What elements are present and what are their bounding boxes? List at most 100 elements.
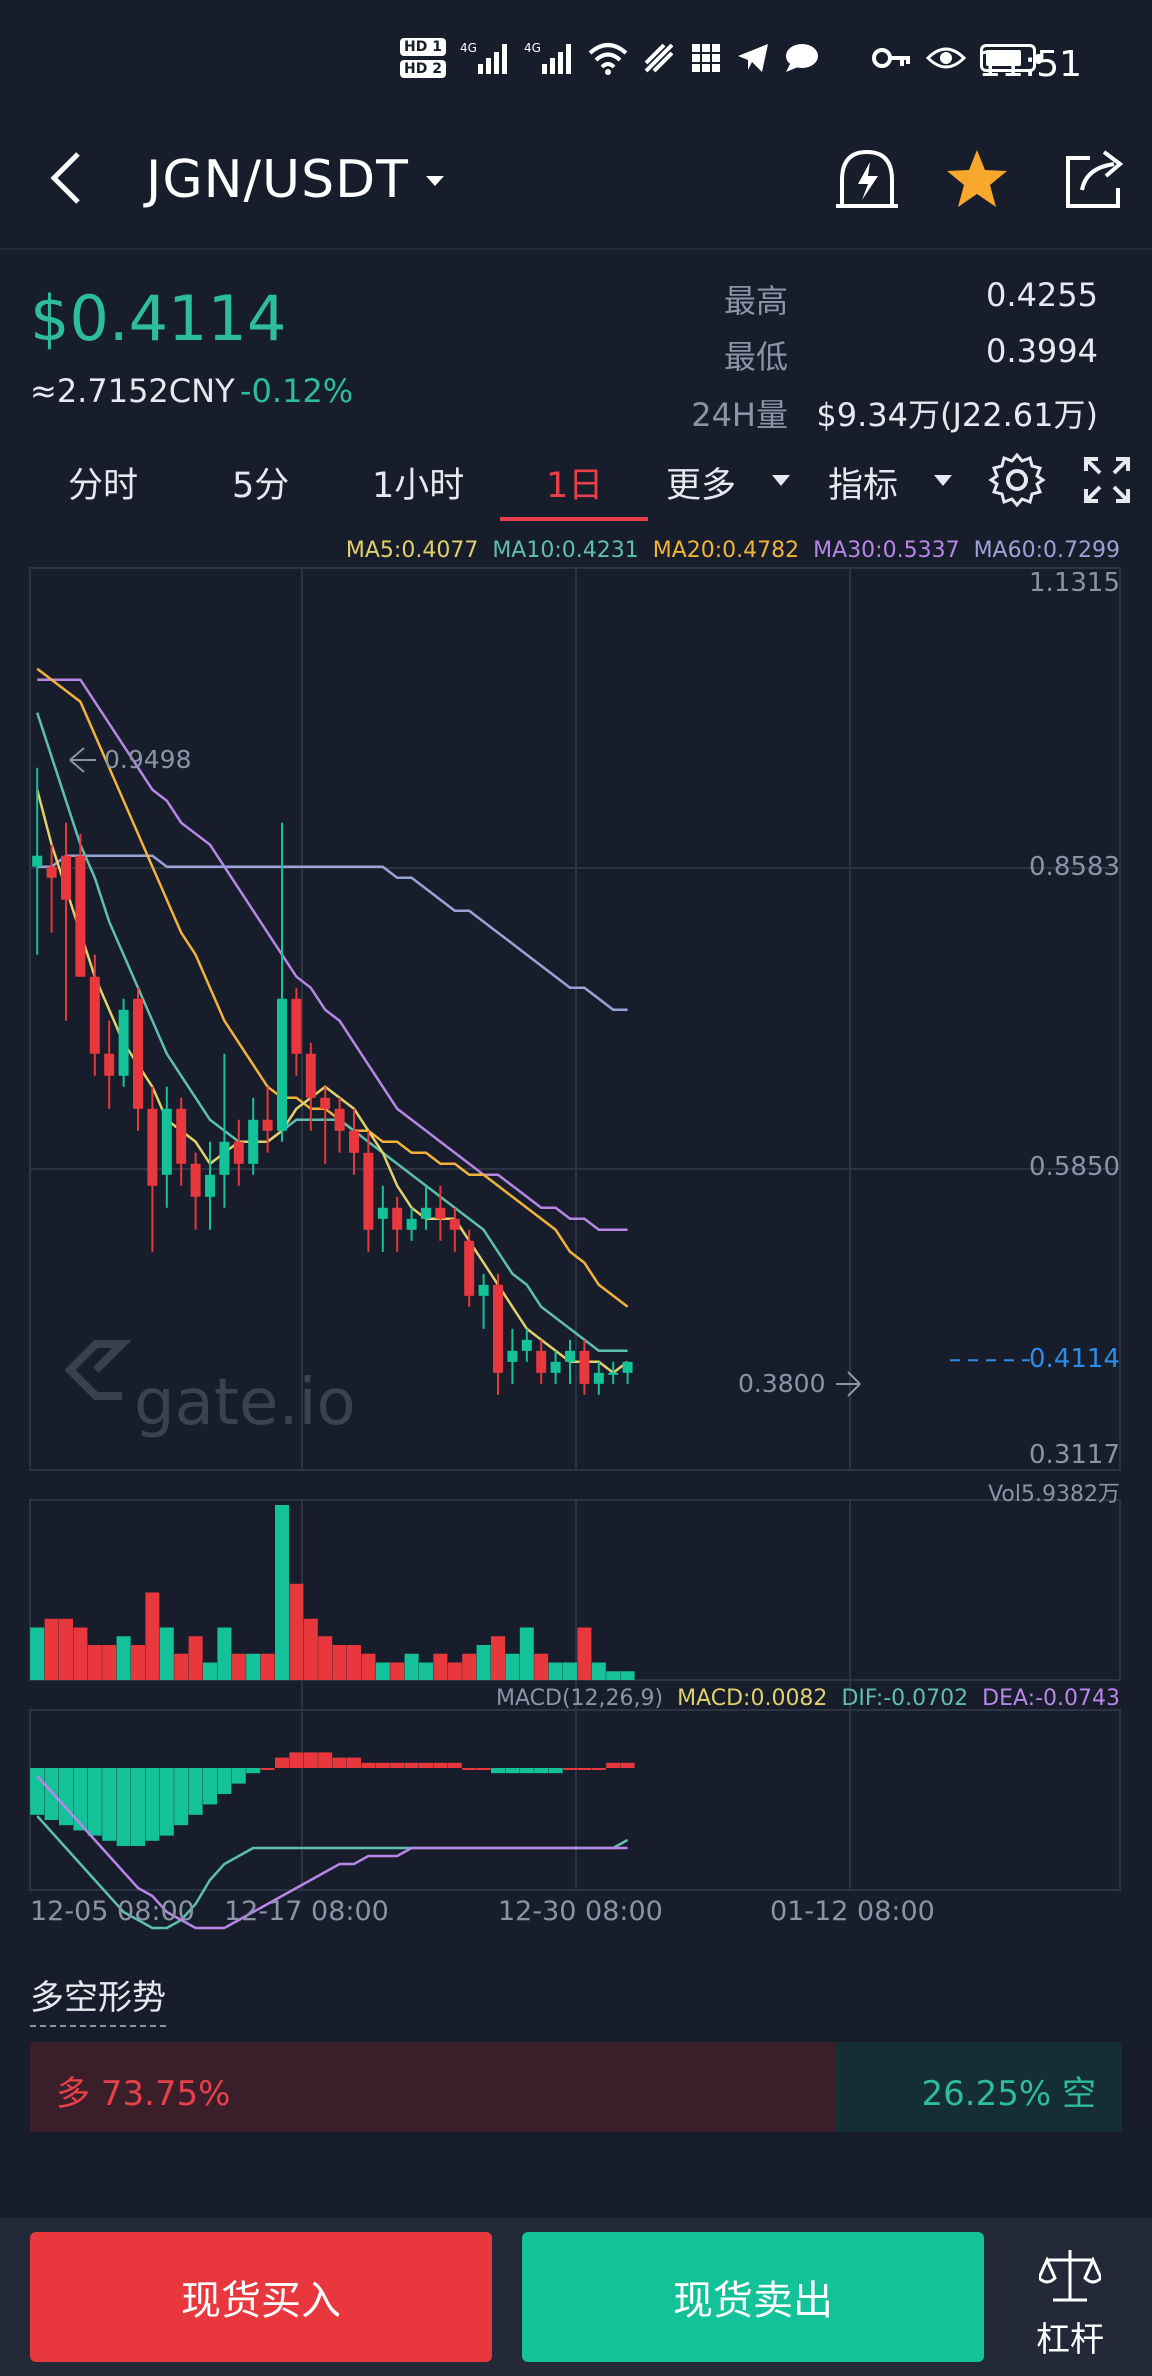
status-bar: HD 1 HD 2 4G 4G — [0, 0, 1152, 130]
macd-bar — [390, 1762, 405, 1768]
candle-body — [32, 855, 43, 867]
indicators-caret-icon[interactable] — [934, 475, 952, 486]
spot-sell-button[interactable]: 现货卖出 — [522, 2232, 984, 2362]
high-value: 0.4255 — [986, 276, 1098, 314]
kline-chart[interactable]: gate.io 0.9498 0.3800 — [0, 560, 1152, 1940]
price-change: -0.12% — [240, 372, 354, 410]
candle-body — [550, 1361, 561, 1373]
ma20-label: MA20:0.4782 — [652, 538, 800, 563]
volume-bar — [390, 1662, 405, 1680]
candle-body — [464, 1240, 475, 1296]
eye-icon — [925, 47, 966, 69]
telegram-icon — [737, 44, 768, 72]
candle-body — [89, 976, 100, 1054]
macd-frame — [29, 1709, 1121, 1891]
cny-price: ≈2.7152CNY — [30, 372, 235, 410]
price-axis-2: 0.8583 — [1029, 852, 1120, 882]
volume-bar — [318, 1636, 333, 1680]
volume-bar — [519, 1627, 534, 1680]
volume-bar — [260, 1653, 275, 1680]
settings-gear-icon[interactable] — [988, 451, 1046, 509]
favorite-star-icon[interactable] — [944, 146, 1010, 212]
candle-body — [507, 1350, 518, 1362]
macd-legend: MACD(12,26,9) MACD:0.0082 DIF:-0.0702 DE… — [496, 1686, 1120, 1711]
candle-body — [190, 1163, 201, 1197]
caret-down-icon[interactable] — [424, 170, 446, 192]
ma60-line — [37, 854, 628, 1012]
tab-indicators[interactable]: 指标 — [828, 466, 899, 506]
candle-body — [608, 1372, 619, 1375]
leverage-button[interactable]: 杠杆 — [1010, 2244, 1130, 2364]
macd-bar — [231, 1768, 246, 1784]
volume-bar — [217, 1627, 232, 1680]
volume-24h-value: $9.34万(J22.61万) — [816, 396, 1098, 434]
more-caret-icon[interactable] — [772, 475, 790, 486]
svg-text:0.9498: 0.9498 — [104, 745, 191, 774]
signal-icon-2: 4G — [524, 41, 571, 74]
ma10-label: MA10:0.4231 — [492, 538, 639, 563]
price-alert-icon[interactable] — [832, 144, 902, 214]
candle-body — [277, 998, 287, 1131]
price-axis-bottom: 0.3117 — [1029, 1440, 1120, 1470]
candle-body — [334, 1108, 345, 1131]
volume-bar — [289, 1583, 304, 1680]
ma30-line — [37, 678, 628, 1232]
fullscreen-icon[interactable] — [1082, 455, 1132, 505]
svg-text:4G: 4G — [524, 41, 541, 55]
macd-bar — [462, 1768, 477, 1770]
max-marker: 0.9498 — [69, 745, 191, 774]
candle-body — [406, 1218, 417, 1230]
candle-body — [377, 1207, 388, 1219]
macd-bar — [102, 1768, 117, 1841]
candle-body — [219, 1141, 230, 1175]
price-axis-3: 0.5850 — [1029, 1152, 1120, 1182]
tab-timeline[interactable]: 分时 — [68, 466, 139, 506]
macd-histogram — [30, 1752, 635, 1846]
volume-bar — [606, 1671, 621, 1680]
leverage-label: 杠杆 — [1036, 2320, 1104, 2360]
volume-bar — [361, 1653, 376, 1680]
volume-bar — [145, 1592, 160, 1680]
tab-more[interactable]: 更多 — [666, 466, 737, 506]
tab-5min[interactable]: 5分 — [232, 466, 290, 506]
ma5-label: MA5:0.4077 — [345, 538, 479, 563]
candle-body — [133, 998, 143, 1109]
candle-body — [435, 1207, 446, 1219]
volume-bar — [591, 1662, 606, 1680]
candle-body — [305, 1053, 316, 1098]
pair-title[interactable]: JGN/USDT — [146, 150, 409, 210]
candle-body — [579, 1350, 590, 1384]
volume-bar — [404, 1653, 419, 1680]
volume-bar — [462, 1653, 477, 1680]
tab-1hour[interactable]: 1小时 — [372, 466, 465, 506]
candle-body — [478, 1284, 489, 1296]
ma10-line — [36, 712, 628, 1353]
candle-body — [536, 1350, 547, 1373]
share-icon[interactable] — [1060, 144, 1130, 214]
status-time: 11:51 — [978, 44, 1082, 85]
tab-1day[interactable]: 1日 — [546, 466, 604, 506]
back-icon[interactable] — [40, 148, 100, 208]
macd-title: MACD(12,26,9) — [496, 1686, 664, 1711]
battery-icon — [979, 44, 1041, 72]
macd-bar — [620, 1762, 635, 1768]
macd-bar — [433, 1762, 448, 1768]
candle-body — [161, 1108, 172, 1175]
hd1-badge: HD 1 — [400, 38, 446, 56]
spot-buy-button[interactable]: 现货买入 — [30, 2232, 492, 2362]
volume-bar — [433, 1653, 448, 1680]
macd-bar — [159, 1768, 174, 1836]
low-value: 0.3994 — [986, 332, 1098, 370]
macd-bar — [289, 1752, 304, 1768]
nfc-icon — [644, 43, 674, 73]
candle-body — [521, 1339, 532, 1351]
macd-bar — [260, 1768, 275, 1770]
volume-bar — [188, 1636, 203, 1680]
volume-bar — [476, 1645, 491, 1680]
candle-body — [104, 1053, 115, 1076]
ma20-line — [36, 667, 629, 1308]
active-tab-indicator — [500, 517, 648, 521]
candle-body — [392, 1207, 403, 1230]
candle-body — [291, 998, 302, 1054]
